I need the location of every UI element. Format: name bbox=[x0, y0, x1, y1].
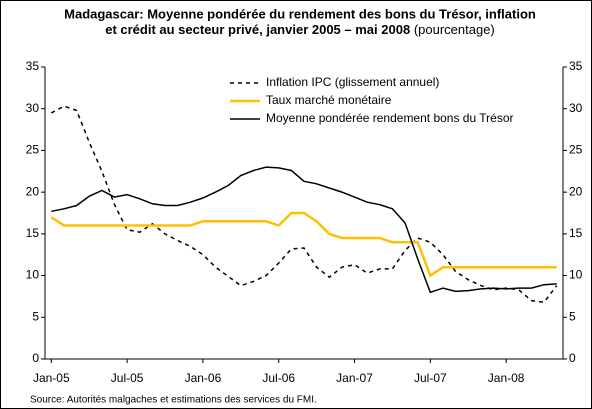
y2-tick-label: 25 bbox=[569, 143, 583, 157]
y-tick-label: 25 bbox=[26, 143, 40, 157]
x-tick-label: Jul-06 bbox=[262, 371, 295, 385]
y2-tick-label: 30 bbox=[569, 101, 583, 115]
y-tick-label: 30 bbox=[26, 101, 40, 115]
chart-title: et crédit au secteur privé, janvier 2005… bbox=[105, 22, 495, 37]
x-tick-label: Jan-06 bbox=[185, 371, 222, 385]
series-line bbox=[50, 105, 558, 304]
y2-tick-label: 35 bbox=[569, 59, 583, 73]
y-tick-label: 15 bbox=[26, 226, 40, 240]
chart-subtitle: (pourcentage) bbox=[414, 22, 495, 37]
y2-tick-label: 10 bbox=[569, 268, 583, 282]
y2-tick-label: 0 bbox=[569, 351, 576, 365]
y-tick-label: 10 bbox=[26, 268, 40, 282]
series-line bbox=[51, 166, 557, 294]
x-tick-label: Jan-05 bbox=[33, 371, 70, 385]
y-tick-label: 20 bbox=[26, 184, 40, 198]
y2-tick-label: 5 bbox=[569, 309, 576, 323]
chart-title: Madagascar: Moyenne pondérée du rendemen… bbox=[64, 6, 536, 21]
source: Source: Autorités malgaches et estimatio… bbox=[30, 395, 317, 406]
x-tick-label: Jan-07 bbox=[336, 371, 373, 385]
y-tick-label: 5 bbox=[32, 309, 39, 323]
x-tick-label: Jul-05 bbox=[111, 371, 144, 385]
y-tick-label: 35 bbox=[26, 59, 40, 73]
y-tick-label: 0 bbox=[32, 351, 39, 365]
x-tick-label: Jul-07 bbox=[414, 371, 447, 385]
y2-tick-label: 20 bbox=[569, 184, 583, 198]
chart-title: et crédit au secteur privé, janvier 2005… bbox=[105, 22, 410, 37]
legend-label: Inflation IPC (glissement annuel) bbox=[266, 75, 439, 89]
legend-label: Moyenne pondérée rendement bons du Tréso… bbox=[266, 111, 514, 125]
legend-label: Taux marché monétaire bbox=[266, 93, 392, 107]
x-tick-label: Jan-08 bbox=[488, 371, 525, 385]
series-line bbox=[50, 211, 557, 278]
y2-tick-label: 15 bbox=[569, 226, 583, 240]
